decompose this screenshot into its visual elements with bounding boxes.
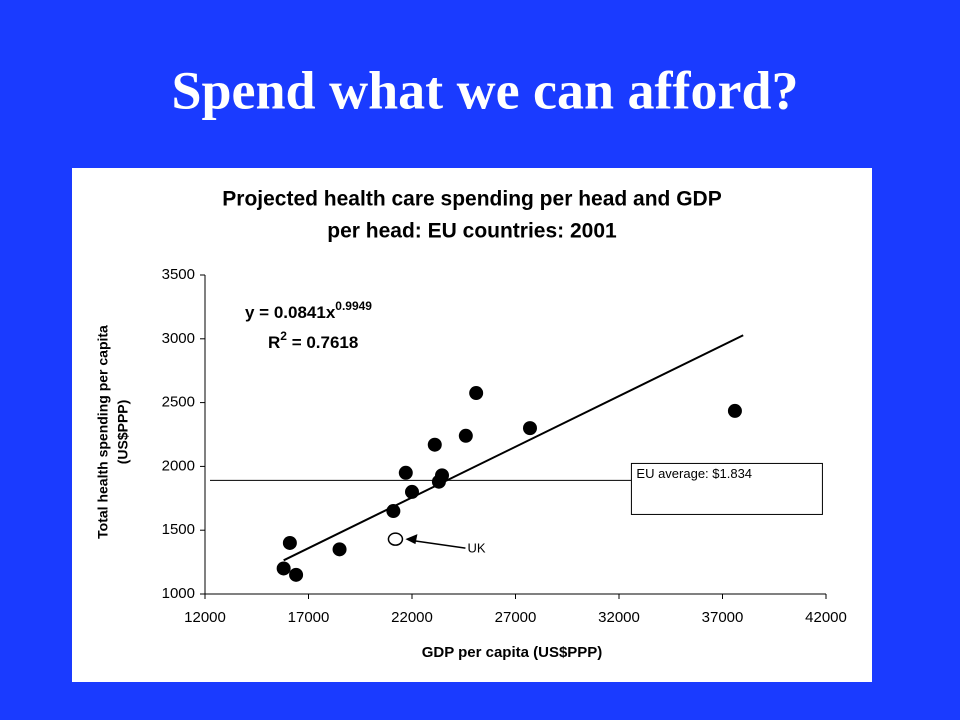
- r-squared: R2 = 0.7618: [268, 329, 358, 352]
- data-point: [469, 386, 484, 401]
- data-point: [427, 437, 442, 452]
- y-tick-label: 2500: [162, 394, 195, 411]
- y-axis-title: Total health spending per capita: [95, 325, 111, 539]
- data-point: [332, 542, 347, 557]
- data-point: [727, 403, 742, 418]
- equation: y = 0.0841x0.9949: [245, 299, 372, 322]
- x-tick-label: 42000: [805, 609, 847, 626]
- r-squared-base: R: [268, 333, 280, 352]
- data-point: [398, 465, 413, 480]
- chart-panel: [72, 168, 872, 682]
- data-point: [386, 504, 401, 519]
- data-point: [458, 428, 473, 443]
- equation-base: y = 0.0841x: [245, 303, 336, 322]
- x-tick-label: 27000: [495, 609, 537, 626]
- reference-label-box: [630, 462, 823, 515]
- chart: Projected health care spending per head …: [95, 188, 847, 661]
- r-squared-rest: = 0.7618: [287, 333, 358, 352]
- x-tick-label: 32000: [598, 609, 640, 626]
- x-tick-label: 12000: [184, 609, 226, 626]
- highlight-arrow: [409, 539, 466, 549]
- chart-title: per head: EU countries: 2001: [327, 220, 617, 243]
- y-tick-label: 2000: [162, 457, 195, 474]
- highlight-arrowhead: [405, 534, 418, 545]
- x-tick-label: 22000: [391, 609, 433, 626]
- y-tick-label: 3000: [162, 330, 195, 347]
- x-tick-label: 17000: [288, 609, 330, 626]
- y-axis-title: (US$PPP): [115, 400, 131, 465]
- data-point: [276, 561, 291, 576]
- x-tick-label: 37000: [702, 609, 744, 626]
- chart-title: Projected health care spending per head …: [222, 188, 721, 211]
- y-tick-label: 1500: [162, 521, 195, 538]
- data-point: [522, 421, 537, 436]
- data-point: [282, 535, 297, 550]
- y-tick-label: 1000: [162, 585, 195, 602]
- data-point: [405, 484, 419, 499]
- equation-exponent: 0.9949: [335, 299, 372, 313]
- data-point: [289, 567, 304, 582]
- y-tick-label: 3500: [162, 266, 195, 283]
- slide-title: Spend what we can afford?: [171, 60, 798, 120]
- reference-label: EU average: $1.834: [636, 466, 752, 481]
- r-squared-exponent: 2: [280, 329, 287, 343]
- data-point: [435, 468, 450, 483]
- highlight-point: [387, 532, 404, 546]
- trendline: [283, 334, 744, 562]
- highlight-label: UK: [467, 541, 485, 556]
- x-axis-title: GDP per capita (US$PPP): [422, 644, 603, 661]
